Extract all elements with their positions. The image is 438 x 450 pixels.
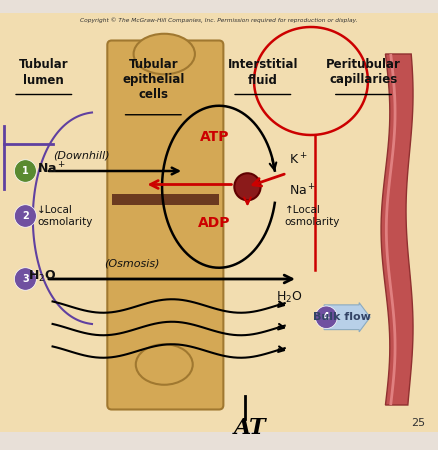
Text: ATP: ATP xyxy=(200,130,230,144)
Text: 4: 4 xyxy=(323,312,330,322)
Text: (Downhill): (Downhill) xyxy=(53,150,110,160)
Ellipse shape xyxy=(134,34,195,74)
Text: Peritubular
capillaries: Peritubular capillaries xyxy=(326,58,401,86)
Text: 3: 3 xyxy=(22,274,29,284)
Text: ADP: ADP xyxy=(198,216,231,230)
Text: Na$^+$: Na$^+$ xyxy=(289,184,316,199)
Polygon shape xyxy=(381,54,413,405)
Text: Tubular
epithelial
cells: Tubular epithelial cells xyxy=(122,58,184,102)
Text: ↓Local
osmolarity: ↓Local osmolarity xyxy=(37,205,92,227)
Text: K$^+$: K$^+$ xyxy=(289,152,307,167)
FancyBboxPatch shape xyxy=(112,194,219,205)
Circle shape xyxy=(14,205,36,227)
FancyArrow shape xyxy=(324,302,370,332)
Text: (Osmosis): (Osmosis) xyxy=(104,258,159,268)
Text: Tubular
lumen: Tubular lumen xyxy=(19,58,69,86)
Circle shape xyxy=(14,160,36,182)
Text: Interstitial
fluid: Interstitial fluid xyxy=(228,58,298,86)
Text: ↑Local
osmolarity: ↑Local osmolarity xyxy=(285,205,340,227)
Circle shape xyxy=(234,173,261,200)
Text: H$_2$O: H$_2$O xyxy=(28,269,57,284)
Text: 2: 2 xyxy=(22,211,29,221)
FancyBboxPatch shape xyxy=(107,40,223,410)
FancyBboxPatch shape xyxy=(0,14,438,432)
Text: Copyright © The McGraw-Hill Companies, Inc. Permission required for reproduction: Copyright © The McGraw-Hill Companies, I… xyxy=(80,18,358,23)
Text: Bulk flow: Bulk flow xyxy=(313,312,371,322)
Text: AT: AT xyxy=(233,417,266,438)
Circle shape xyxy=(14,268,36,290)
Ellipse shape xyxy=(136,344,193,385)
Circle shape xyxy=(315,306,337,328)
Text: Na$^+$: Na$^+$ xyxy=(37,161,66,176)
Text: 1: 1 xyxy=(22,166,29,176)
Text: 25: 25 xyxy=(411,418,425,428)
Text: H$_2$O: H$_2$O xyxy=(276,289,303,305)
